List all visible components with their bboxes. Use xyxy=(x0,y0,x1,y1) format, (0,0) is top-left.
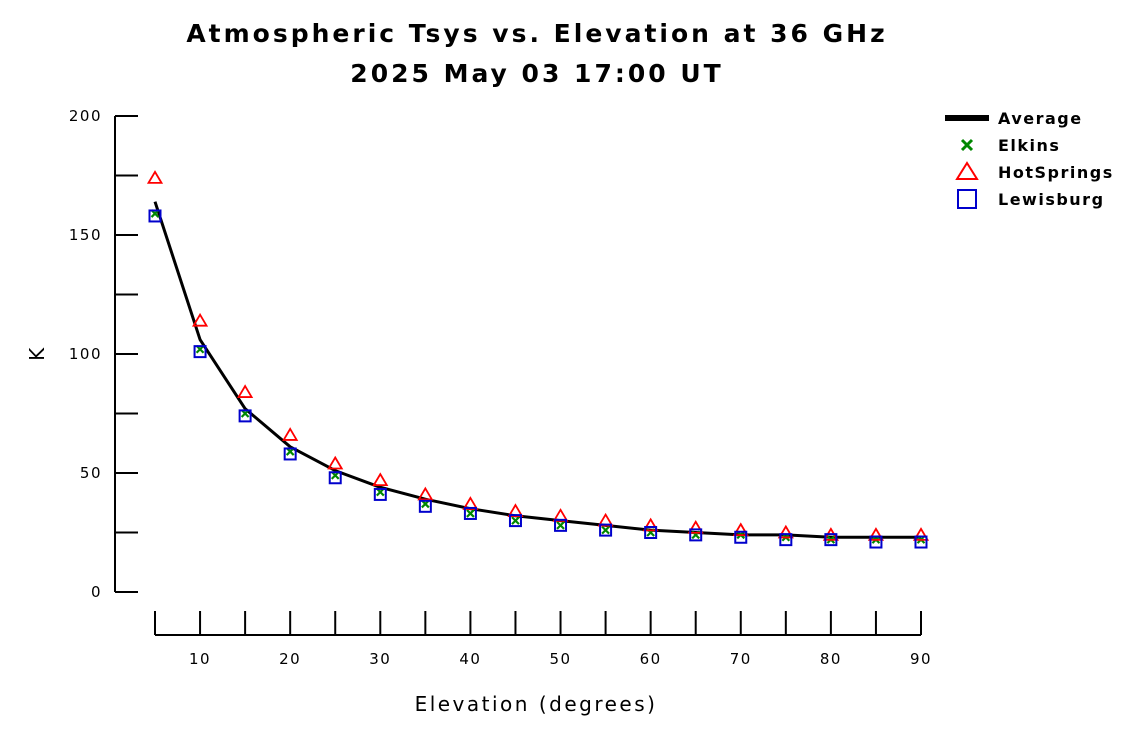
lewisburg-point xyxy=(508,514,522,528)
lewisburg-point xyxy=(463,506,477,520)
x-tick-label: 20 xyxy=(279,650,301,668)
series-lewisburg xyxy=(148,209,928,549)
hotsprings-point xyxy=(372,472,389,487)
hotsprings-point xyxy=(417,486,434,501)
series-average xyxy=(153,201,921,539)
y-tick-label: 100 xyxy=(69,345,102,363)
plot-area xyxy=(146,170,930,549)
hotsprings-point xyxy=(146,170,164,184)
lewisburg-point xyxy=(238,409,252,423)
lewisburg-point xyxy=(779,533,793,547)
lewisburg-point xyxy=(373,487,387,501)
lewisburg-point xyxy=(914,535,928,549)
x-tick-label: 40 xyxy=(459,650,481,668)
hotsprings-point xyxy=(191,312,209,327)
x-axis-title: Elevation (degrees) xyxy=(415,692,658,716)
x-tick-label: 90 xyxy=(910,650,932,668)
legend-label: Average xyxy=(998,109,1083,128)
x-tick-label: 50 xyxy=(549,650,571,668)
hotsprings-point xyxy=(912,527,930,541)
y-tick-label: 0 xyxy=(91,583,102,601)
lewisburg-point xyxy=(148,209,162,223)
hotsprings-point xyxy=(327,455,344,470)
lewisburg-point xyxy=(554,518,568,532)
y-tick-label: 200 xyxy=(69,107,102,125)
hotsprings-point xyxy=(237,384,254,398)
hotsprings-point xyxy=(867,527,885,541)
lewisburg-point xyxy=(869,535,883,549)
elkins-point xyxy=(511,516,520,525)
x-tick-label: 80 xyxy=(820,650,842,668)
series-hotsprings xyxy=(146,170,930,541)
legend-item-elkins: Elkins xyxy=(960,136,1060,155)
x-tick-label: 70 xyxy=(730,650,752,668)
series-elkins xyxy=(150,209,926,544)
hotsprings-point xyxy=(642,517,659,532)
legend-label: Elkins xyxy=(998,136,1060,155)
x-tick-label: 30 xyxy=(369,650,391,668)
x-axis: 10 20 30 40 50 60 70 80 90 xyxy=(154,611,932,668)
hotsprings-point xyxy=(732,522,749,537)
elkins-point xyxy=(466,509,475,518)
legend-label: HotSprings xyxy=(998,163,1114,182)
chart-subtitle: 2025 May 03 17:00 UT xyxy=(350,59,723,88)
y-axis: 0 50 100 150 200 xyxy=(69,107,138,601)
legend-triangle-swatch xyxy=(955,161,979,180)
lewisburg-point xyxy=(599,523,613,537)
lewisburg-point xyxy=(193,345,207,359)
legend-item-hotsprings: HotSprings xyxy=(955,161,1114,182)
legend: Average Elkins HotSprings Lewisburg xyxy=(945,109,1114,209)
elkins-point xyxy=(556,521,565,530)
lewisburg-point xyxy=(644,526,658,539)
hotsprings-point xyxy=(282,427,299,441)
lewisburg-point xyxy=(689,528,703,542)
legend-item-lewisburg: Lewisburg xyxy=(957,189,1105,209)
legend-item-average: Average xyxy=(945,109,1083,128)
elkins-point xyxy=(601,525,610,535)
chart-title: Atmospheric Tsys vs. Elevation at 36 GHz xyxy=(186,19,887,48)
lewisburg-point xyxy=(283,447,297,461)
y-axis-title: K xyxy=(25,345,49,361)
legend-label: Lewisburg xyxy=(998,190,1105,209)
x-tick-label: 10 xyxy=(189,650,211,668)
y-tick-label: 150 xyxy=(69,226,102,244)
lewisburg-point xyxy=(418,499,432,513)
y-tick-label: 50 xyxy=(80,464,102,482)
lewisburg-point xyxy=(824,533,838,547)
legend-x-swatch xyxy=(960,138,974,152)
lewisburg-point xyxy=(328,471,342,485)
legend-square-swatch xyxy=(957,189,977,209)
x-tick-label: 60 xyxy=(640,650,662,668)
hotsprings-point xyxy=(687,519,704,534)
hotsprings-point xyxy=(777,524,794,539)
lewisburg-point xyxy=(734,530,748,544)
average-line xyxy=(153,201,921,539)
